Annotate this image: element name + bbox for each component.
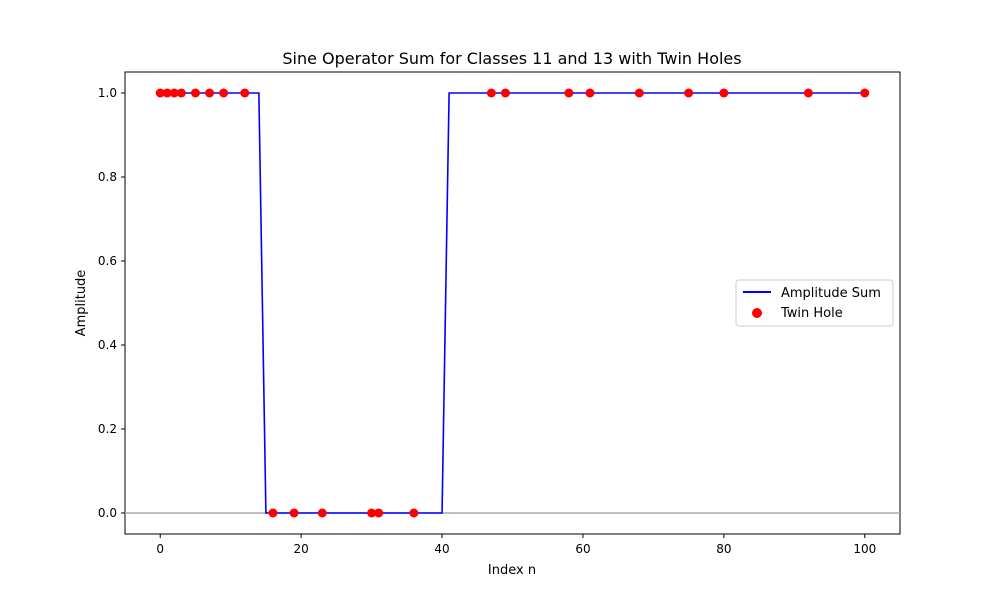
- twin-hole-point: [176, 88, 186, 98]
- twin-hole-point: [317, 508, 327, 518]
- twin-hole-point: [803, 88, 813, 98]
- x-tick-label: 80: [716, 542, 731, 556]
- legend-label-twin-hole: Twin Hole: [780, 306, 843, 321]
- y-tick-label: 0.2: [98, 422, 117, 436]
- twin-hole-point: [190, 88, 200, 98]
- twin-hole-point: [409, 508, 419, 518]
- x-tick-label: 0: [156, 542, 164, 556]
- twin-hole-point: [169, 88, 179, 98]
- twin-hole-point: [289, 508, 299, 518]
- plot-area: 0 20 40 60 80 100 0.0 0.2 0.4 0.6 0.8 1.0: [98, 71, 901, 556]
- twin-hole-point: [205, 88, 215, 98]
- chart-title: Sine Operator Sum for Classes 11 and 13 …: [282, 49, 741, 68]
- plot-frame: [124, 71, 901, 535]
- legend-label-amplitude-sum: Amplitude Sum: [781, 286, 881, 301]
- twin-hole-point: [684, 88, 694, 98]
- legend-marker-swatch: [752, 308, 762, 318]
- twin-hole-point: [268, 508, 278, 518]
- twin-hole-point: [860, 88, 870, 98]
- twin-hole-point: [367, 508, 377, 518]
- twin-hole-point: [374, 508, 384, 518]
- x-ticks: 0 20 40 60 80 100: [156, 534, 876, 556]
- twin-hole-point: [564, 88, 574, 98]
- twin-hole-point: [155, 88, 165, 98]
- twin-hole-point: [486, 88, 496, 98]
- legend: Amplitude Sum Twin Hole: [735, 279, 894, 327]
- x-tick-label: 40: [434, 542, 449, 556]
- y-axis-label: Amplitude: [74, 270, 89, 337]
- y-tick-label: 1.0: [98, 86, 117, 100]
- x-axis-label: Index n: [488, 563, 536, 578]
- x-tick-label: 20: [293, 542, 308, 556]
- y-tick-label: 0.0: [98, 506, 117, 520]
- x-tick-label: 100: [853, 542, 876, 556]
- twin-hole-point: [219, 88, 229, 98]
- y-tick-label: 0.8: [98, 170, 117, 184]
- x-tick-label: 60: [575, 542, 590, 556]
- twin-hole-point: [585, 88, 595, 98]
- legend-box: [735, 279, 894, 327]
- twin-hole-point: [500, 88, 510, 98]
- twin-hole-point: [719, 88, 729, 98]
- twin-hole-point: [162, 88, 172, 98]
- y-tick-label: 0.6: [98, 254, 117, 268]
- twin-hole-point: [240, 88, 250, 98]
- y-ticks: 0.0 0.2 0.4 0.6 0.8 1.0: [98, 86, 125, 520]
- series-layer: [155, 88, 870, 518]
- y-tick-label: 0.4: [98, 338, 117, 352]
- twin-hole-point: [634, 88, 644, 98]
